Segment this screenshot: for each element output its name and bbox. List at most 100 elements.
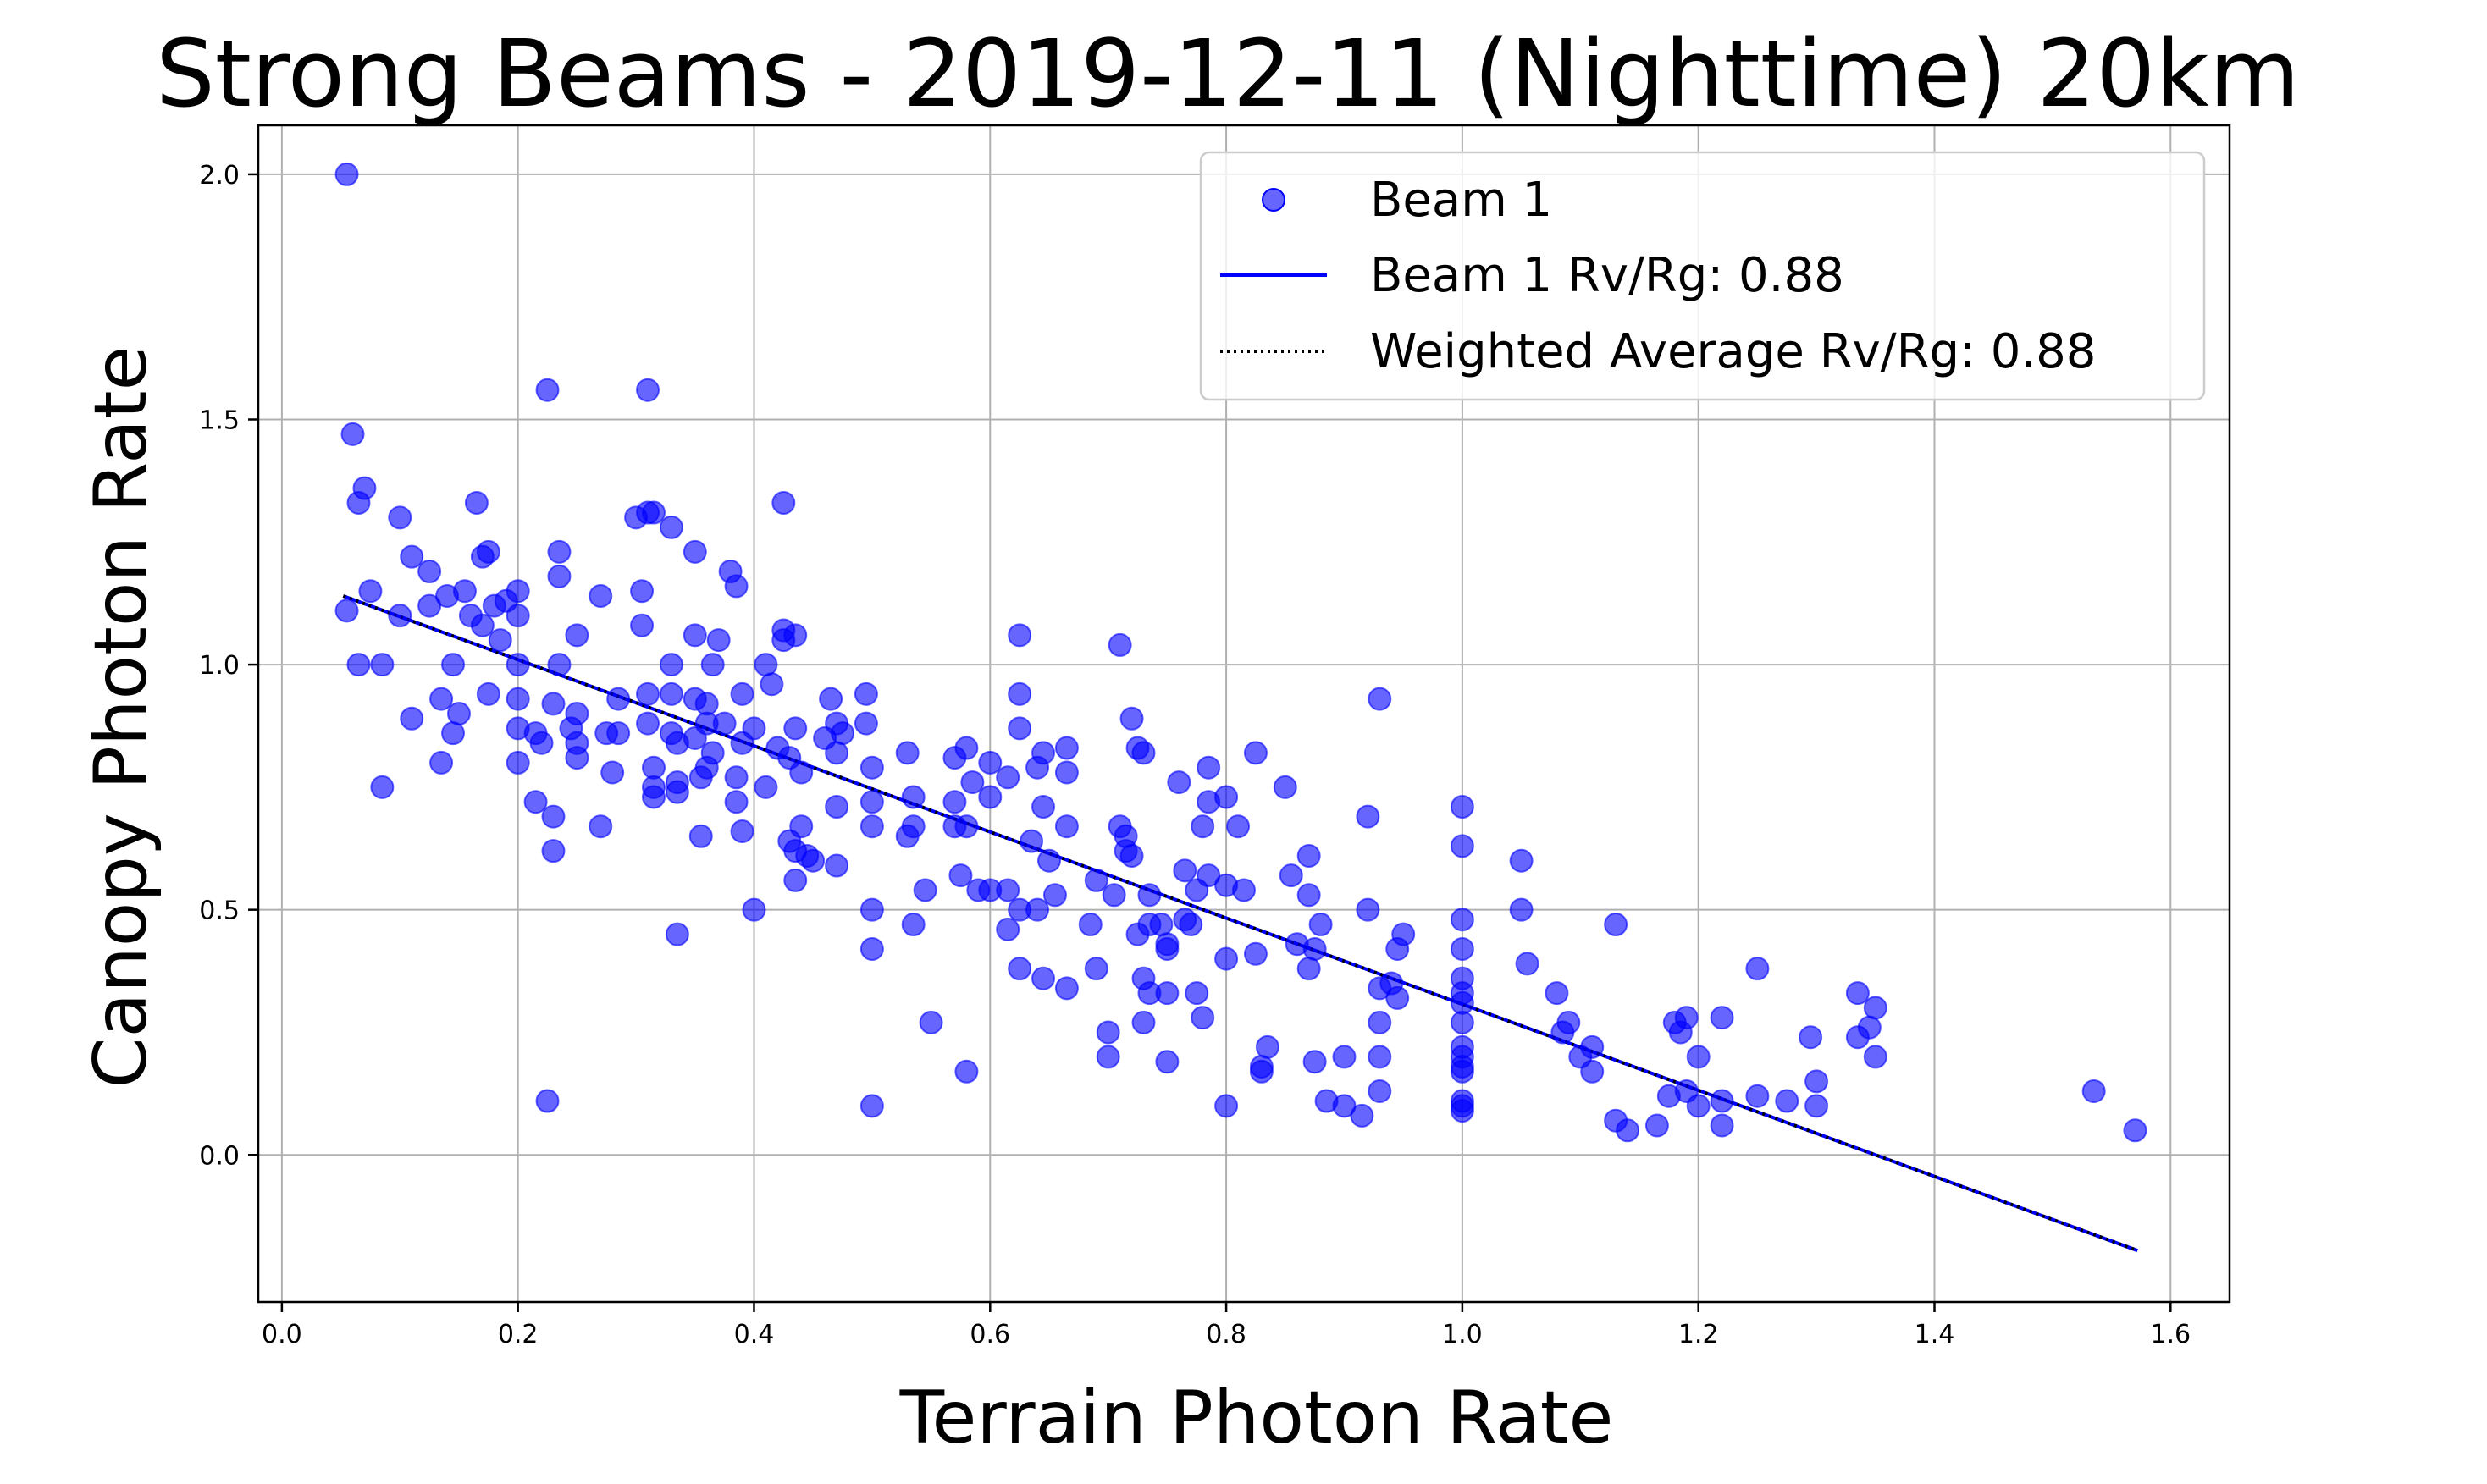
- data-point: [1243, 741, 1268, 765]
- data-point: [1173, 858, 1197, 883]
- data-point: [600, 760, 625, 785]
- data-point: [1096, 1045, 1120, 1069]
- data-point: [1356, 804, 1380, 829]
- data-point: [488, 628, 512, 653]
- data-point: [476, 681, 500, 706]
- y-tick-label: 2.0: [199, 161, 240, 190]
- data-point: [688, 824, 713, 848]
- data-point: [1008, 716, 1032, 741]
- data-point: [859, 937, 884, 961]
- data-point: [1084, 868, 1108, 892]
- data-point: [859, 897, 884, 922]
- data-point: [1515, 952, 1539, 976]
- data-point: [506, 604, 530, 628]
- data-point: [1214, 946, 1239, 971]
- data-point: [1020, 829, 1044, 853]
- data-point: [2081, 1079, 2106, 1103]
- data-point: [334, 599, 359, 623]
- data-point: [1054, 760, 1079, 785]
- data-point: [1710, 1089, 1734, 1113]
- data-point: [1036, 848, 1061, 873]
- data-point: [1450, 795, 1474, 819]
- data-point: [859, 814, 884, 839]
- data-point: [636, 681, 660, 706]
- data-point: [659, 653, 683, 677]
- data-point: [606, 687, 631, 711]
- data-point: [1084, 957, 1108, 981]
- data-point: [1119, 706, 1144, 731]
- data-point: [854, 711, 878, 736]
- data-point: [346, 653, 371, 677]
- data-point: [1296, 843, 1321, 868]
- legend-label-beam-1: Beam 1: [1370, 173, 1552, 228]
- y-tick-label: 0.5: [199, 896, 240, 926]
- data-point: [1545, 981, 1569, 1006]
- legend-label-weighted-average: Weighted Average Rv/Rg: 0.88: [1370, 324, 2096, 379]
- data-point: [429, 750, 454, 775]
- data-point: [659, 681, 683, 706]
- data-point: [358, 579, 383, 604]
- data-point: [400, 544, 424, 569]
- data-point: [1179, 913, 1203, 937]
- data-point: [565, 746, 589, 770]
- data-point: [547, 539, 572, 564]
- data-point: [1745, 957, 1770, 981]
- data-point: [641, 755, 666, 780]
- data-point: [1279, 863, 1303, 888]
- data-point: [1509, 897, 1534, 922]
- data-point: [1273, 775, 1297, 799]
- data-point: [1137, 883, 1162, 908]
- data-point: [1131, 741, 1156, 765]
- x-tick-label: 0.8: [1206, 1320, 1246, 1349]
- data-point: [1350, 1103, 1374, 1128]
- data-point: [1804, 1069, 1829, 1094]
- data-point: [1644, 1113, 1669, 1138]
- data-point: [1863, 1045, 1887, 1069]
- data-point: [1332, 1094, 1357, 1118]
- data-point: [506, 687, 530, 711]
- data-point: [789, 814, 814, 839]
- data-point: [1450, 1010, 1474, 1034]
- data-point: [996, 765, 1020, 790]
- data-point: [1368, 1045, 1392, 1069]
- data-point: [1102, 883, 1126, 908]
- x-tick-label: 1.4: [1915, 1320, 1955, 1349]
- data-point: [1450, 990, 1474, 1015]
- data-point: [370, 775, 395, 799]
- data-point: [535, 378, 560, 402]
- data-point: [901, 785, 926, 809]
- data-point: [724, 765, 749, 790]
- y-tick-label: 1.0: [199, 651, 240, 681]
- data-point: [1031, 741, 1056, 765]
- data-point: [547, 564, 572, 588]
- data-point: [1356, 897, 1380, 922]
- data-point: [370, 653, 395, 677]
- data-point: [541, 692, 566, 716]
- data-point: [724, 790, 749, 814]
- data-point: [417, 560, 442, 584]
- data-point: [730, 681, 754, 706]
- data-point: [589, 584, 613, 608]
- data-point: [694, 692, 719, 716]
- data-point: [789, 760, 814, 785]
- data-point: [476, 539, 500, 564]
- data-point: [1296, 957, 1321, 981]
- x-tick-label: 0.6: [970, 1320, 1010, 1349]
- data-point: [1302, 937, 1327, 961]
- data-point: [659, 515, 683, 539]
- data-point: [1450, 937, 1474, 961]
- data-point: [1155, 1050, 1180, 1074]
- data-point: [1197, 863, 1221, 888]
- data-point: [978, 750, 1003, 775]
- data-point: [529, 731, 554, 755]
- data-point: [636, 378, 660, 402]
- data-point: [565, 623, 589, 648]
- data-point: [1308, 913, 1333, 937]
- data-point: [630, 613, 655, 637]
- beam-1-fit-line: [342, 594, 2138, 1253]
- legend-label-beam-1-fit: Beam 1 Rv/Rg: 0.88: [1370, 248, 1844, 303]
- y-tick-label: 1.5: [199, 406, 240, 436]
- data-point: [352, 476, 377, 500]
- data-point: [1054, 814, 1079, 839]
